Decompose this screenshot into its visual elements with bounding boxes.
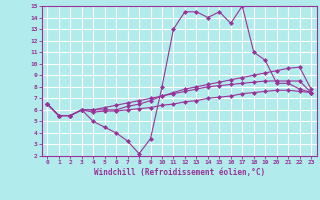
X-axis label: Windchill (Refroidissement éolien,°C): Windchill (Refroidissement éolien,°C) xyxy=(94,168,265,177)
